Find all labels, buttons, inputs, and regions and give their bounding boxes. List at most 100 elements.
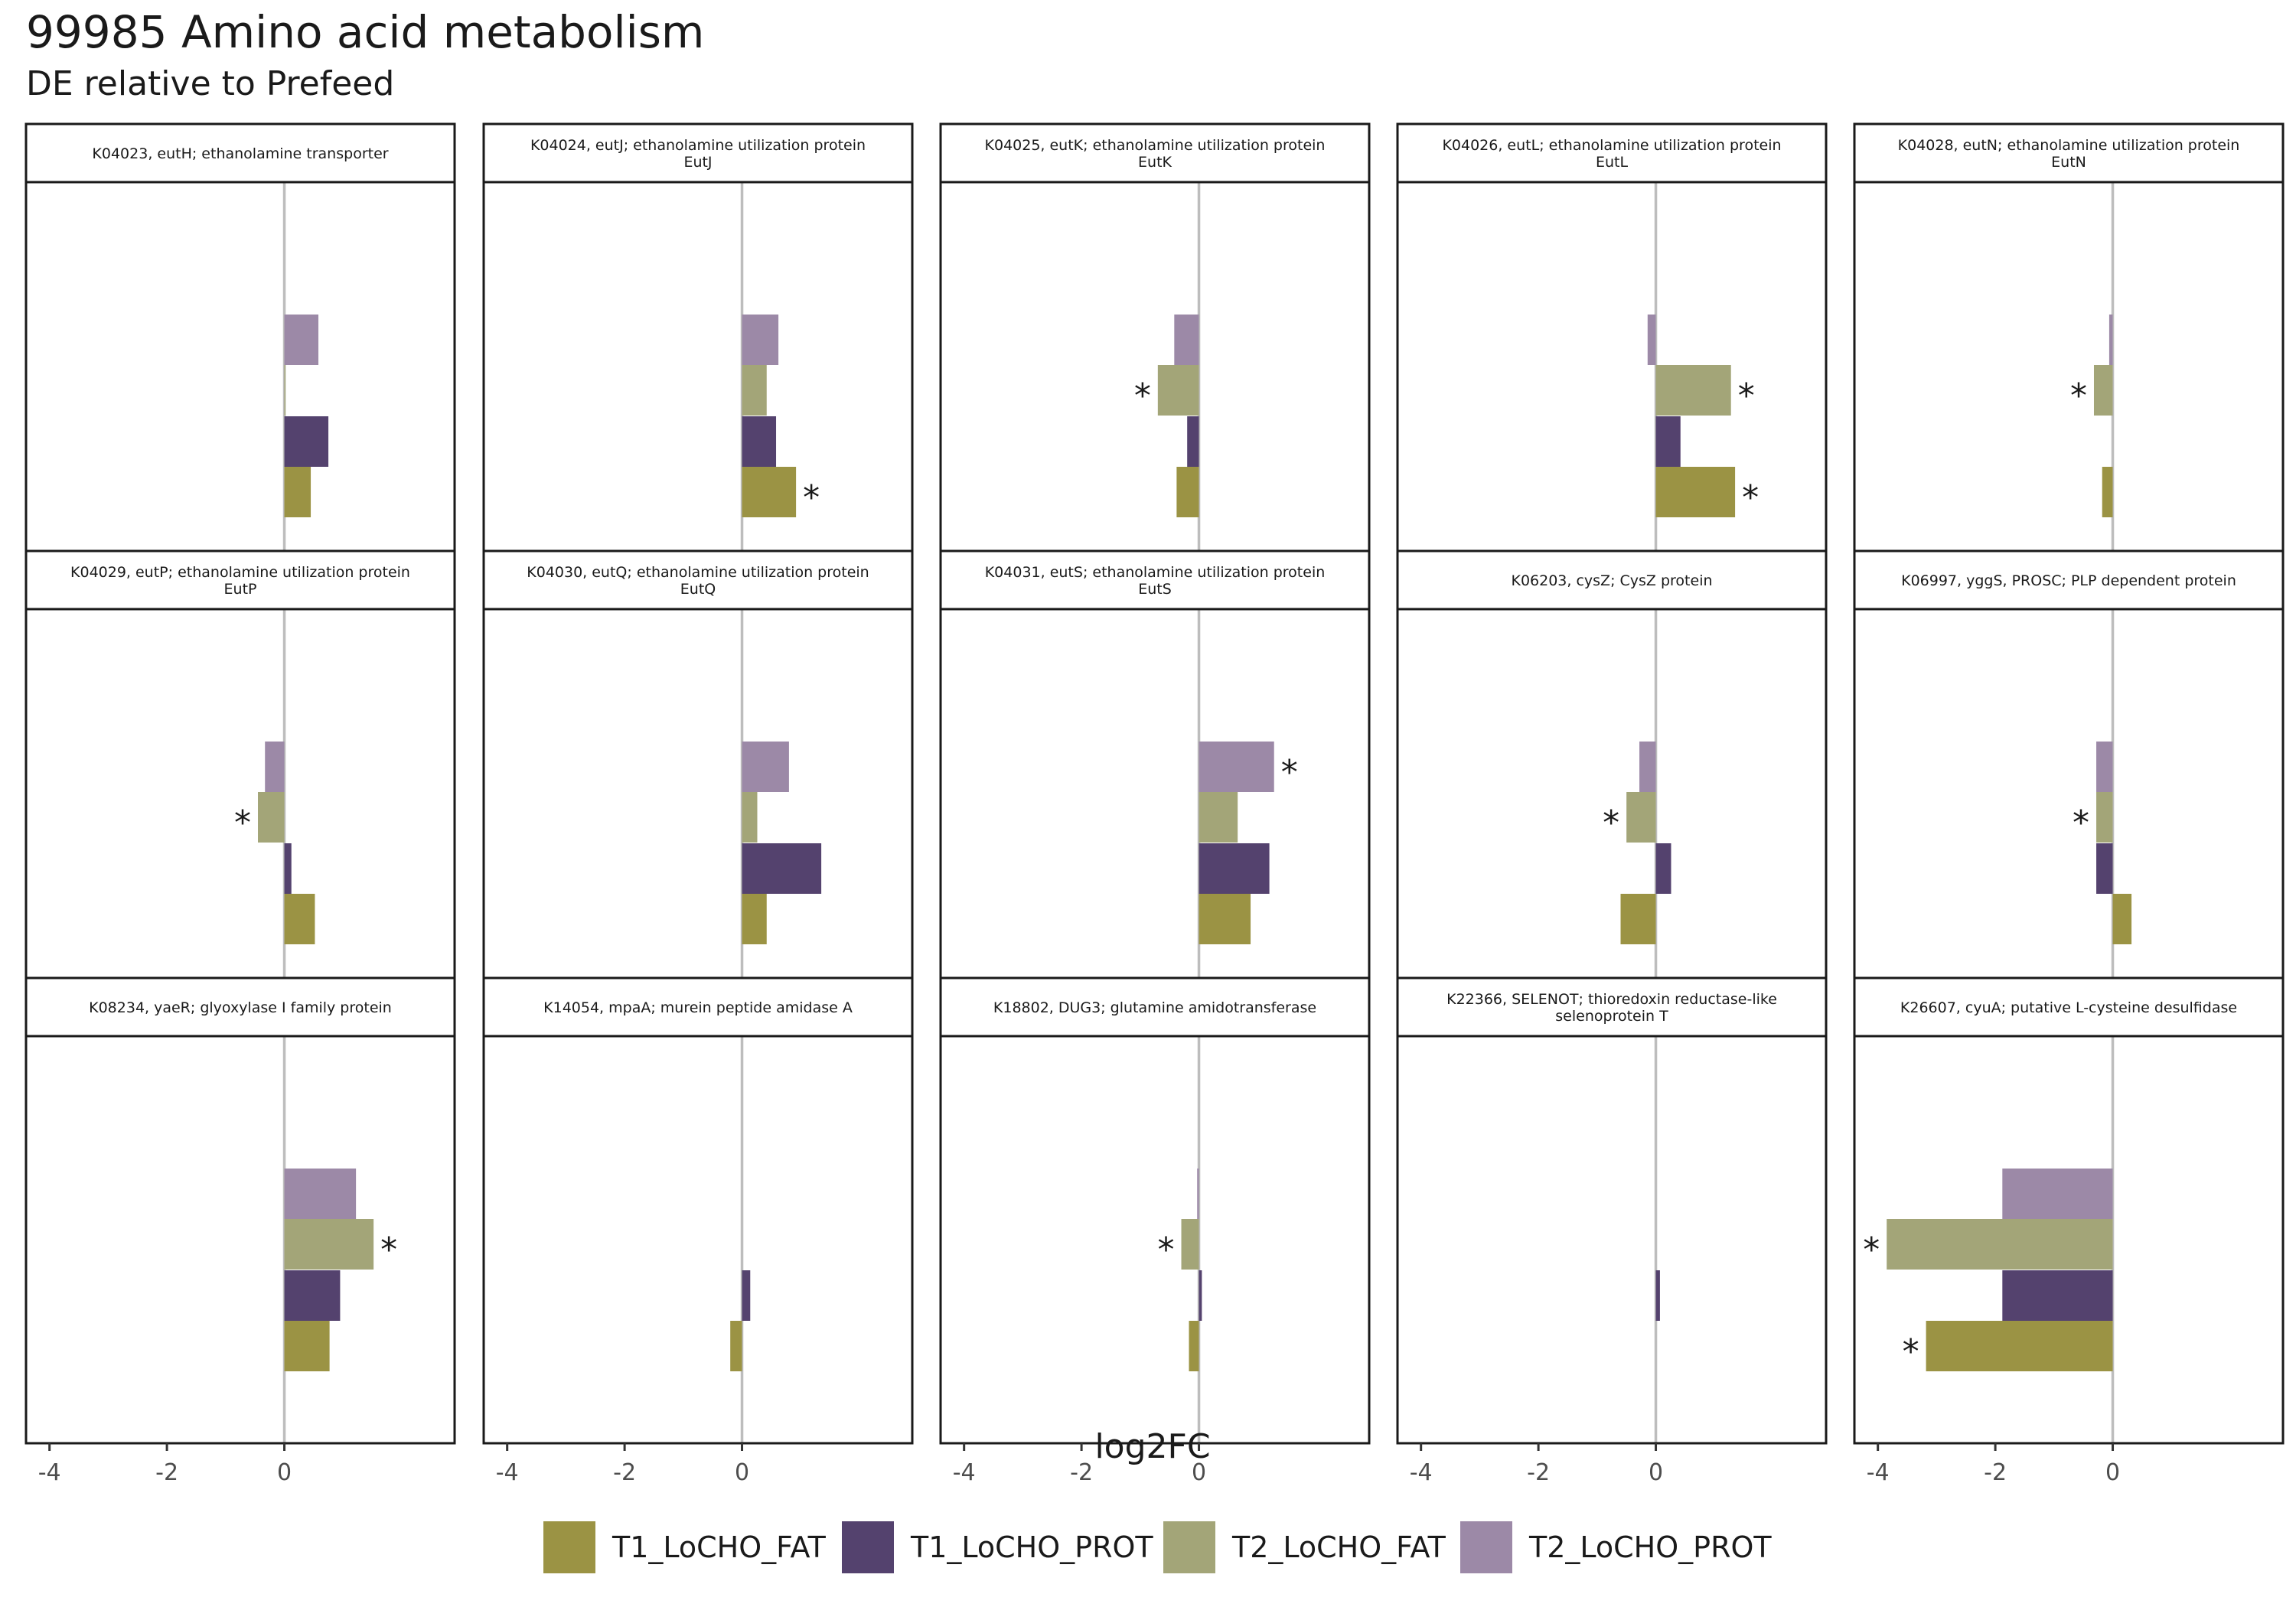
bar-k04029-t2-locho-fat	[258, 792, 285, 843]
bar-k04026-t1-locho-fat	[1655, 467, 1736, 517]
x-tick-label: 0	[1649, 1459, 1663, 1486]
legend: T1_LoCHO_FAT T1_LoCHO_PROT T2_LoCHO_FAT T2_…	[0, 1521, 2296, 1583]
bar-k04024-t1-locho-fat	[742, 467, 797, 517]
significance-marker-k18802: *	[1158, 1231, 1175, 1270]
strip-label-k08234: K08234, yaeR; glyoxylase I family protei…	[89, 999, 392, 1016]
panel-k06203	[1396, 608, 1828, 1018]
bar-k22366-t1-locho-prot	[1655, 1270, 1660, 1321]
chart-title: 99985 Amino acid metabolism	[26, 6, 705, 58]
bar-k04030-t1-locho-fat	[742, 894, 767, 944]
legend-swatch	[543, 1521, 595, 1573]
strip-label-k04026: EutL	[1596, 154, 1628, 171]
panel-k22366	[1396, 1035, 1828, 1445]
x-tick-label: -2	[1070, 1459, 1093, 1486]
strip-k08234	[24, 976, 456, 1038]
significance-marker-k26607: *	[1903, 1332, 1919, 1371]
bar-k04030-t2-locho-fat	[742, 792, 758, 843]
strip-label-k04030: EutQ	[680, 581, 716, 598]
x-axis-label: log2FC	[1094, 1427, 1210, 1466]
strip-label-k04023: K04023, eutH; ethanolamine transporter	[92, 145, 388, 162]
strip-label-k26607: K26607, cyuA; putative L-cysteine desulf…	[1900, 999, 2237, 1016]
bar-k04029-t1-locho-fat	[284, 894, 315, 944]
significance-marker-k06997: *	[2073, 804, 2089, 843]
bar-k04030-t2-locho-prot	[742, 742, 789, 792]
x-tick-label: -2	[613, 1459, 636, 1486]
strip-k04030	[482, 549, 914, 611]
strip-label-k06997: K06997, yggS, PROSC; PLP dependent prote…	[1901, 572, 2236, 589]
bar-k04023-t1-locho-fat	[284, 467, 311, 517]
strip-k04029	[24, 549, 456, 611]
bar-k08234-t1-locho-prot	[284, 1270, 341, 1321]
significance-marker-k04029: *	[234, 804, 251, 843]
x-tick-label: -4	[1410, 1459, 1433, 1486]
bar-k06997-t2-locho-fat	[2096, 792, 2113, 843]
strip-k04031	[939, 549, 1371, 611]
bar-k06203-t1-locho-prot	[1655, 843, 1671, 894]
strip-label-k22366: selenoprotein T	[1555, 1008, 1668, 1025]
strip-label-k14054: K14054, mpaA; murein peptide amidase A	[543, 999, 853, 1016]
bar-k08234-t2-locho-prot	[284, 1169, 357, 1219]
significance-marker-k04025: *	[1134, 376, 1151, 416]
panel-k06997	[1853, 608, 2285, 1018]
bar-k26607-t1-locho-prot	[2002, 1270, 2113, 1321]
strip-k04025	[939, 122, 1371, 184]
bar-k04023-t1-locho-prot	[284, 416, 329, 467]
panel-k08234	[24, 1035, 456, 1445]
strip-k14054	[482, 976, 914, 1038]
bar-k06203-t2-locho-prot	[1639, 742, 1656, 792]
legend-label: T1_LoCHO_FAT	[612, 1530, 826, 1564]
strip-label-k04031: EutS	[1138, 581, 1172, 598]
strip-k26607	[1853, 976, 2285, 1038]
bar-k04031-t1-locho-fat	[1199, 894, 1251, 944]
significance-marker-k06203: *	[1603, 804, 1619, 843]
bar-k08234-t2-locho-fat	[284, 1219, 374, 1270]
bar-k04025-t2-locho-fat	[1157, 365, 1199, 416]
bar-k04031-t2-locho-prot	[1199, 742, 1274, 792]
bar-k04024-t1-locho-prot	[742, 416, 777, 467]
strip-label-k04028: EutN	[2051, 154, 2086, 171]
bar-k04023-t2-locho-fat	[284, 365, 286, 416]
bar-k04026-t1-locho-prot	[1655, 416, 1681, 467]
strip-label-k04026: K04026, eutL; ethanolamine utilization p…	[1442, 137, 1781, 154]
bar-k04029-t1-locho-prot	[284, 843, 292, 894]
bar-k04028-t2-locho-fat	[2093, 365, 2113, 416]
x-tick-label: 0	[735, 1459, 749, 1486]
bar-k18802-t2-locho-fat	[1181, 1219, 1199, 1270]
panel-k04029	[24, 608, 456, 1018]
strip-label-k04024: EutJ	[683, 154, 712, 171]
x-tick-label: -4	[38, 1459, 61, 1486]
x-tick-label: -2	[1984, 1459, 2007, 1486]
bar-k26607-t2-locho-prot	[2002, 1169, 2113, 1219]
legend-swatch	[1163, 1521, 1215, 1573]
bar-k14054-t1-locho-fat	[730, 1321, 742, 1371]
legend-label: T1_LoCHO_PROT	[911, 1530, 1153, 1564]
significance-marker-k08234: *	[380, 1231, 397, 1270]
bar-k04025-t1-locho-prot	[1187, 416, 1199, 467]
bar-k06997-t1-locho-prot	[2096, 843, 2113, 894]
bar-k04026-t2-locho-fat	[1655, 365, 1731, 416]
panel-k04023	[24, 181, 456, 591]
strip-label-k04024: K04024, eutJ; ethanolamine utilization p…	[530, 137, 866, 154]
legend-swatch	[1460, 1521, 1512, 1573]
strip-label-k06203: K06203, cysZ; CysZ protein	[1511, 572, 1712, 589]
panel-k18802	[939, 1035, 1371, 1445]
strip-label-k04031: K04031, eutS; ethanolamine utilization p…	[985, 564, 1326, 581]
x-tick-label: 0	[1192, 1459, 1206, 1486]
strip-label-k04029: K04029, eutP; ethanolamine utilization p…	[70, 564, 410, 581]
chart-subtitle: DE relative to Prefeed	[26, 64, 395, 103]
strip-k18802	[939, 976, 1371, 1038]
bar-k06203-t1-locho-fat	[1620, 894, 1656, 944]
bar-k18802-t1-locho-prot	[1199, 1270, 1202, 1321]
bar-k04024-t2-locho-fat	[742, 365, 767, 416]
strip-k04024	[482, 122, 914, 184]
x-tick-label: -2	[155, 1459, 178, 1486]
panel-k04024	[482, 181, 914, 591]
significance-marker-k26607: *	[1863, 1231, 1880, 1270]
legend-label: T2_LoCHO_FAT	[1232, 1530, 1446, 1564]
bar-k26607-t2-locho-fat	[1887, 1219, 2113, 1270]
bar-k04023-t2-locho-prot	[284, 315, 319, 365]
legend-swatch	[842, 1521, 894, 1573]
strip-label-k04029: EutP	[224, 581, 257, 598]
panel-k14054	[482, 1035, 914, 1445]
